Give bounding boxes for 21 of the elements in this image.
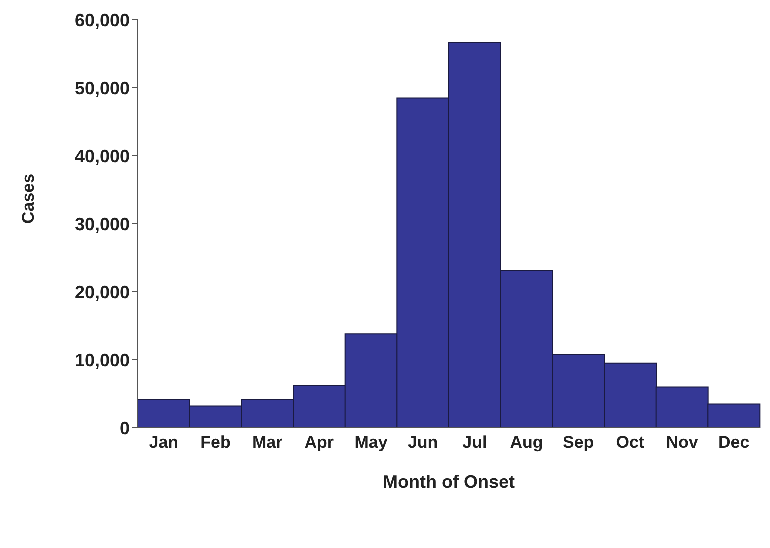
x-tick-label: May — [354, 433, 388, 452]
x-tick-label: Sep — [562, 433, 594, 452]
y-tick-label: 60,000 — [74, 10, 130, 30]
y-axis-title: Cases — [19, 174, 38, 224]
x-tick-label: Oct — [616, 433, 645, 452]
y-tick-label: 0 — [120, 418, 130, 438]
x-tick-label: Apr — [304, 433, 334, 452]
y-tick-label: 10,000 — [74, 350, 130, 370]
y-tick-label: 40,000 — [74, 146, 130, 166]
y-tick-label: 50,000 — [74, 78, 130, 98]
x-tick-label: Jan — [149, 433, 179, 452]
x-tick-label: Jun — [408, 433, 438, 452]
x-tick-label: Mar — [252, 433, 284, 452]
x-tick-label: Feb — [200, 433, 231, 452]
y-tick-label: 30,000 — [74, 214, 130, 234]
x-axis-title: Month of Onset — [383, 472, 515, 492]
x-tick-label: Dec — [718, 433, 750, 452]
x-tick-label: Nov — [666, 433, 699, 452]
y-tick-label: 20,000 — [74, 282, 130, 302]
x-tick-label: Jul — [462, 433, 488, 452]
x-tick-label: Aug — [510, 433, 544, 452]
